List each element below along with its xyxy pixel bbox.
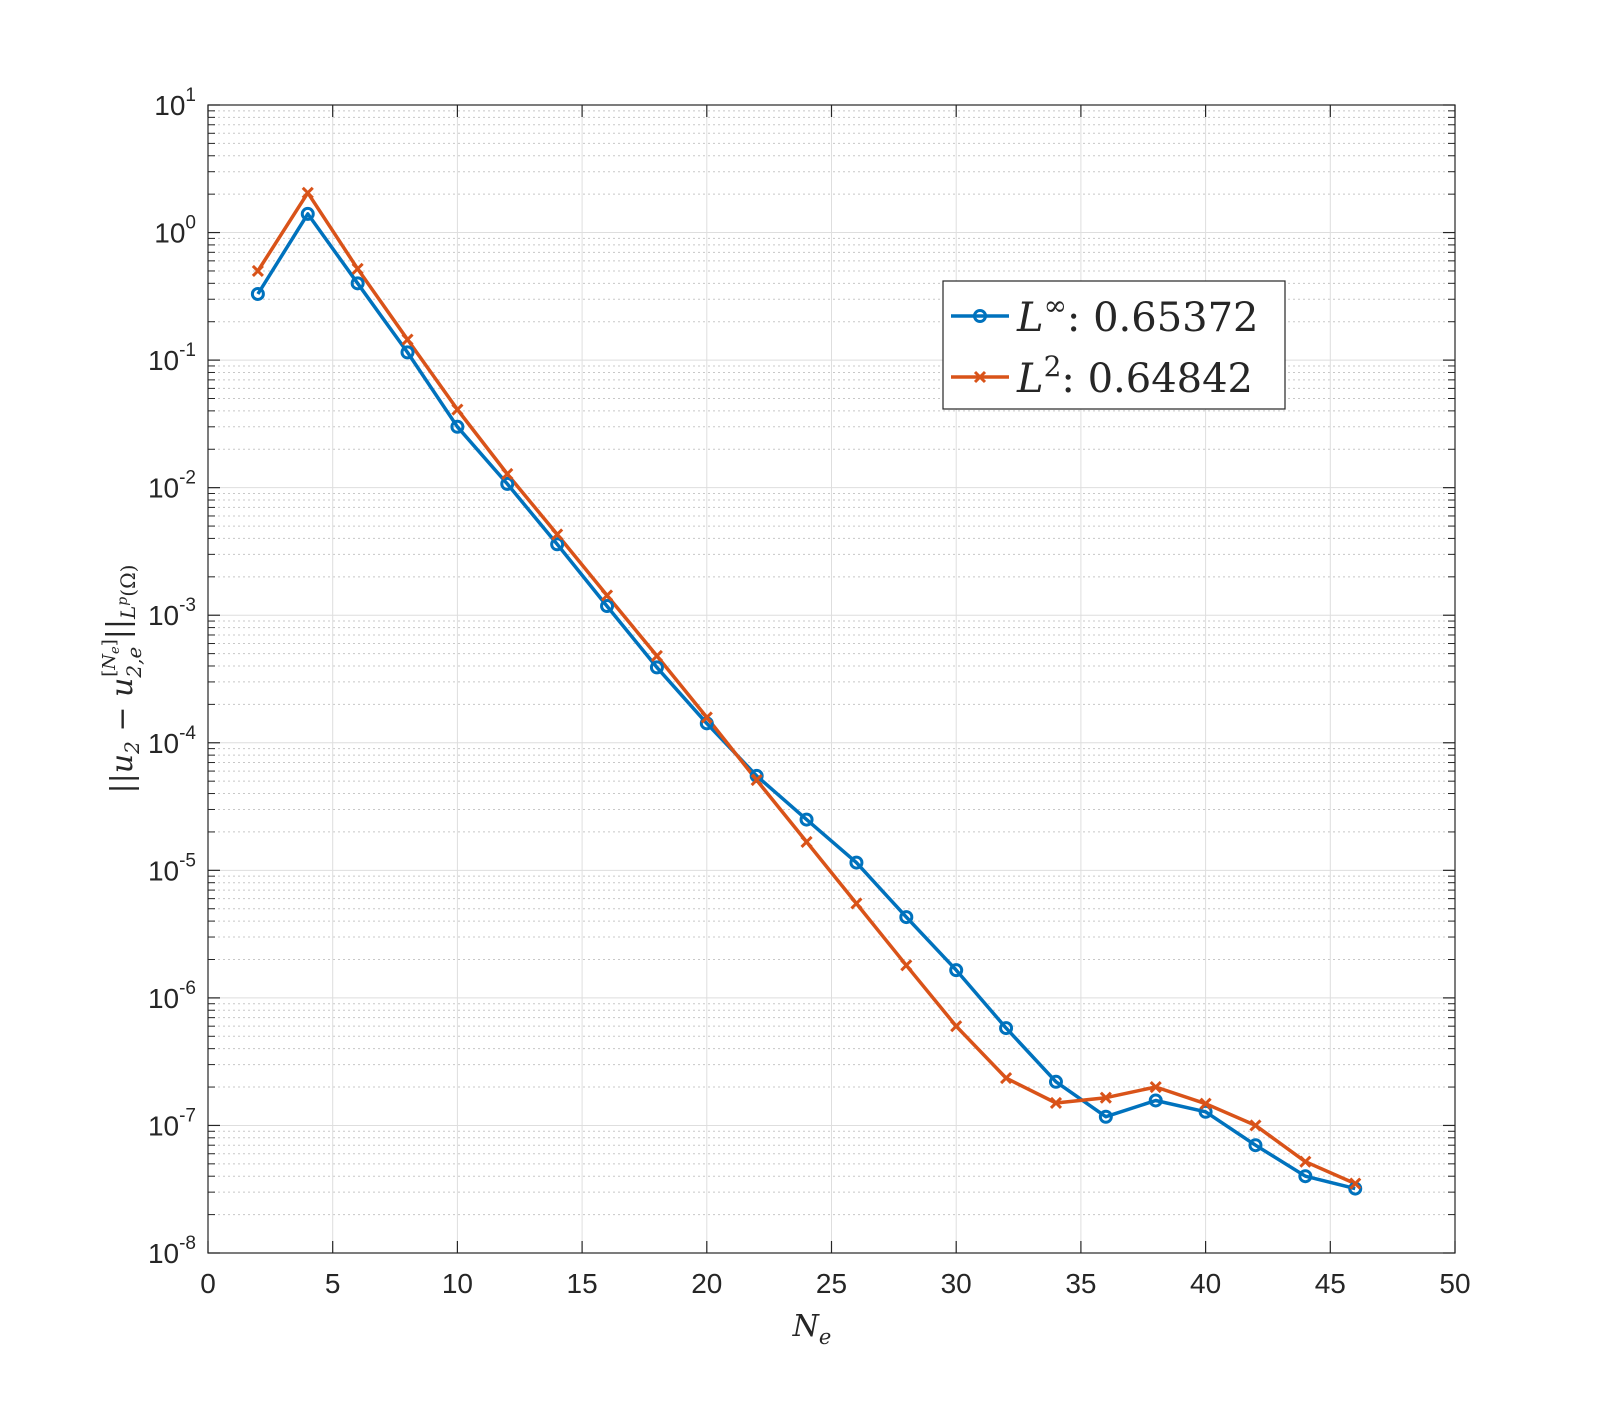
data-point-linf [899, 910, 914, 925]
legend-box [942, 280, 1286, 410]
legend-marker-l2 [973, 370, 987, 384]
legend-label-linf: L∞: 0.65372 [1016, 289, 1259, 341]
data-point-l2 [351, 262, 364, 275]
x-tick-label: 20 [691, 1268, 722, 1299]
data-point-l2 [900, 959, 913, 972]
data-point-l2 [800, 835, 813, 848]
data-point-l2 [301, 186, 314, 199]
data-point-linf [250, 286, 265, 301]
data-point-linf [350, 276, 365, 291]
data-point-linf [550, 537, 565, 552]
y-tick-label: 10-7 [148, 1105, 196, 1141]
y-tick-label: 10-4 [148, 723, 196, 759]
y-tick-label: 101 [154, 85, 196, 121]
y-tick-label: 10-6 [148, 978, 196, 1014]
data-point-l2 [401, 333, 414, 346]
data-point-l2 [600, 589, 614, 602]
y-tick-label: 10-8 [148, 1233, 196, 1269]
legend-entry-linf: L∞: 0.65372 [951, 289, 1259, 341]
x-tick-label: 25 [816, 1268, 847, 1299]
data-point-linf [1098, 1109, 1113, 1124]
data-point-linf [1048, 1074, 1063, 1089]
legend-entry-l2: L2: 0.64842 [951, 350, 1253, 402]
data-point-l2 [1199, 1097, 1212, 1110]
data-point-l2 [1049, 1096, 1063, 1110]
x-tick-labels: 0 5 10 15 20 25 30 35 40 45 50 [200, 1268, 1470, 1299]
svg-text:||u2 − u2,e[Ne]||Lp(Ω): ||u2 − u2,e[Ne]||Lp(Ω) [99, 565, 146, 794]
data-point-linf [400, 345, 415, 360]
x-tick-label: 35 [1065, 1268, 1096, 1299]
data-point-linf [1298, 1169, 1313, 1184]
axis-ticks [207, 104, 1456, 1254]
data-point-l2 [850, 897, 863, 910]
data-point-l2 [551, 528, 564, 541]
data-point-linf [949, 963, 964, 978]
data-point-l2 [251, 264, 264, 278]
data-point-l2 [650, 649, 663, 662]
x-tick-label: 5 [325, 1268, 341, 1299]
data-point-linf [1148, 1093, 1163, 1108]
legend-label-l2: L2: 0.64842 [1016, 350, 1253, 402]
data-point-l2 [700, 711, 713, 724]
x-tick-label: 10 [442, 1268, 473, 1299]
y-axis-label: ||u2 − u2,e[Ne]||Lp(Ω) [99, 565, 146, 794]
data-point-linf [849, 855, 864, 870]
x-tick-label: 30 [941, 1268, 972, 1299]
data-point-linf [300, 206, 315, 221]
data-point-linf [999, 1021, 1014, 1036]
data-point-l2 [1099, 1091, 1112, 1104]
data-point-l2 [501, 467, 514, 481]
x-tick-label: 50 [1439, 1268, 1470, 1299]
x-tick-label: 40 [1190, 1268, 1221, 1299]
data-point-linf [1248, 1138, 1263, 1153]
data-point-l2 [1299, 1155, 1312, 1168]
data-point-linf [500, 476, 515, 491]
y-tick-label: 10-3 [148, 595, 196, 631]
series-markers [250, 186, 1363, 1196]
x-tick-label: 15 [567, 1268, 598, 1299]
legend: L∞: 0.65372 L2: 0.64842 [942, 280, 1286, 410]
y-tick-label: 100 [154, 213, 196, 249]
y-tick-label: 10-1 [148, 340, 196, 376]
data-point-l2 [1349, 1177, 1362, 1190]
data-point-linf [450, 419, 465, 434]
y-tick-label: 10-2 [148, 468, 196, 504]
data-point-linf [799, 812, 814, 827]
series-line-linf [256, 212, 1356, 1191]
data-point-linf [649, 660, 664, 675]
data-point-l2 [451, 403, 464, 416]
x-tick-label: 45 [1315, 1268, 1346, 1299]
data-point-linf [1198, 1104, 1213, 1119]
data-point-l2 [1249, 1119, 1262, 1132]
y-tick-label: 10-5 [148, 850, 196, 886]
y-tick-labels: 101 100 10-1 10-2 10-3 10-4 10-5 10-6 10-7 10-8 [148, 85, 196, 1269]
data-point-l2 [750, 774, 763, 787]
x-axis-label: Ne [792, 1309, 832, 1349]
data-point-linf [600, 599, 615, 614]
data-point-l2 [1000, 1072, 1013, 1085]
data-point-l2 [950, 1020, 963, 1033]
x-tick-label: 0 [200, 1268, 216, 1299]
legend-marker-linf [973, 309, 987, 323]
data-point-l2 [1149, 1080, 1162, 1094]
